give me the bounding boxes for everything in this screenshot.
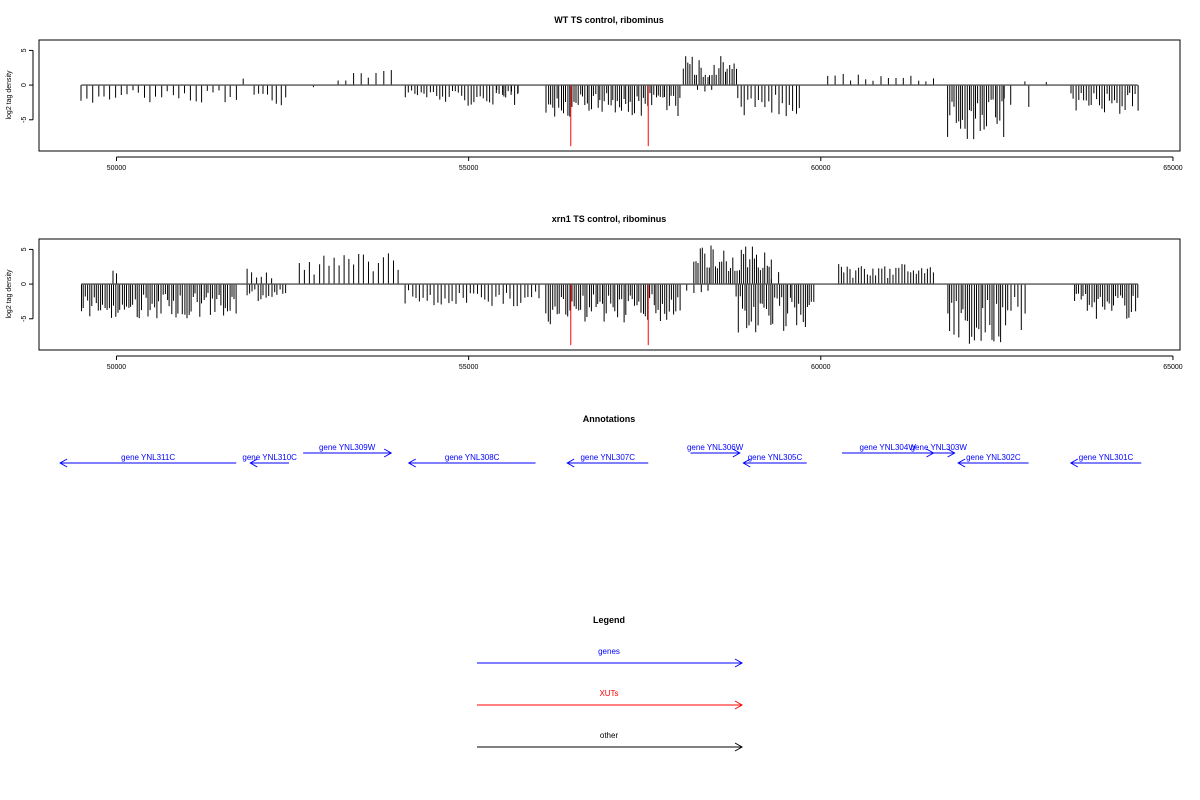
gene-arrow-head	[742, 458, 751, 468]
x-tick-label: 50000	[107, 165, 127, 172]
y-axis: 5 0 -5	[21, 247, 34, 322]
gene-label: gene YNL308C	[445, 453, 500, 462]
legend-arrow-head	[734, 658, 744, 668]
gene-arrow-gene-ynl301c: gene YNL301C	[1069, 453, 1142, 468]
legend-item-genes: genes	[477, 647, 744, 668]
x-tick-label: 60000	[811, 165, 831, 172]
plot-frame	[38, 238, 1181, 351]
legend-label: XUTs	[599, 689, 618, 698]
gene-arrow-gene-ynl303w: gene YNL303W	[911, 443, 968, 458]
annotations-title: Annotations	[583, 414, 636, 424]
y-tick-label: -5	[21, 117, 28, 123]
gene-arrow-head	[249, 458, 258, 468]
gene-arrow-gene-ynl302c: gene YNL302C	[957, 453, 1029, 468]
gene-label: gene YNL305C	[748, 453, 803, 462]
gene-arrow-gene-ynl305c: gene YNL305C	[742, 453, 807, 468]
gene-arrow-head	[383, 448, 393, 458]
legend-arrow-head	[734, 700, 744, 710]
legend-title: Legend	[593, 615, 625, 625]
x-tick-label: 50000	[107, 364, 127, 371]
gene-arrow-gene-ynl307c: gene YNL307C	[566, 453, 649, 468]
y-tick-label: 0	[21, 83, 28, 87]
panel-title-wt: WT TS control, ribominus	[554, 15, 664, 25]
gene-arrow-gene-ynl308c: gene YNL308C	[407, 453, 536, 468]
legend-arrow-head	[734, 742, 744, 752]
x-tick-label: 55000	[459, 364, 479, 371]
gene-label: gene YNL301C	[1079, 453, 1134, 462]
x-tick-label: 55000	[459, 165, 479, 172]
gene-label: gene YNL303W	[911, 443, 968, 452]
y-axis-label: log2 tag density	[6, 70, 13, 120]
x-tick-label: 65000	[1163, 165, 1183, 172]
y-tick-label: 5	[21, 48, 28, 52]
gene-arrow-gene-ynl310c: gene YNL310C	[242, 453, 297, 468]
legend: Legend genes XUTs other	[477, 615, 744, 752]
y-tick-label: -5	[21, 316, 28, 322]
gene-arrow-head	[407, 458, 417, 468]
gene-label: gene YNL311C	[121, 453, 175, 462]
legend-items: genes XUTs other	[477, 647, 744, 752]
legend-label: other	[600, 731, 619, 740]
y-axis-label: log2 tag density	[6, 269, 13, 319]
gene-arrows: gene YNL311C gene YNL310C gene YNL309W gene…	[59, 443, 1142, 468]
gene-arrow-head	[732, 448, 741, 458]
x-axis: 50000 55000 60000 65000	[107, 156, 1183, 172]
y-axis: 5 0 -5	[21, 48, 34, 123]
x-axis: 50000 55000 60000 65000	[107, 355, 1183, 371]
density-bars	[81, 245, 1139, 344]
legend-label: genes	[598, 647, 620, 656]
x-tick-label: 60000	[811, 364, 831, 371]
density-bars	[80, 56, 1139, 140]
gene-arrow-gene-ynl309w: gene YNL309W	[303, 443, 393, 458]
gene-arrow-head	[957, 458, 966, 468]
xut-reference-lines	[570, 284, 649, 346]
panel-title-xrn1: xrn1 TS control, ribominus	[552, 214, 667, 224]
gene-label: gene YNL307C	[580, 453, 635, 462]
gene-arrow-gene-ynl306w: gene YNL306W	[687, 443, 744, 458]
gene-arrow-head	[1069, 458, 1079, 468]
xrn1-density-panel: xrn1 TS control, ribominus 50000 55000 600…	[6, 214, 1183, 371]
legend-item-xuts: XUTs	[477, 689, 744, 710]
annotations-track: Annotations gene YNL311C gene YNL310Cgene…	[59, 414, 1142, 468]
y-tick-label: 5	[21, 247, 28, 251]
legend-item-other: other	[477, 731, 744, 752]
gene-label: gene YNL304W	[860, 443, 917, 452]
xut-reference-lines	[570, 85, 649, 147]
gene-label: gene YNL302C	[966, 453, 1021, 462]
gene-arrow-head	[566, 458, 575, 468]
gene-arrow-gene-ynl311c: gene YNL311C	[59, 453, 237, 468]
gene-label: gene YNL310C	[242, 453, 297, 462]
gene-arrow-head	[947, 448, 956, 458]
y-tick-label: 0	[21, 282, 28, 286]
x-tick-label: 65000	[1163, 364, 1183, 371]
wt-density-panel: WT TS control, ribominus 50000 55000 60000…	[6, 15, 1183, 172]
gene-label: gene YNL306W	[687, 443, 744, 452]
gene-label: gene YNL309W	[319, 443, 376, 452]
gene-arrow-head	[59, 458, 68, 468]
plot-frame	[38, 39, 1181, 152]
